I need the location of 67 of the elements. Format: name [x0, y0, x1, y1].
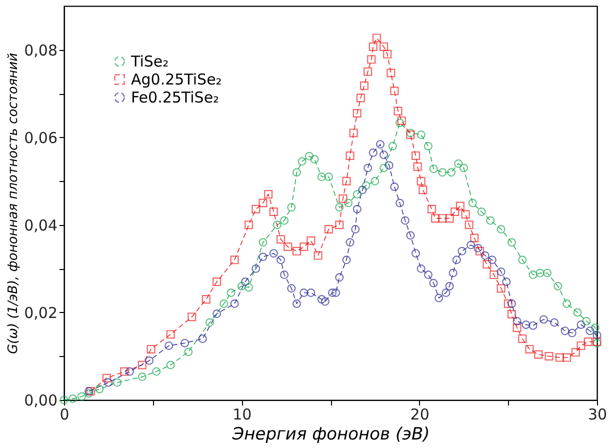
- point: [272, 220, 282, 230]
- point: [573, 308, 582, 317]
- point: [237, 282, 246, 290]
- x-axis-title: Энергия фононов (эВ): [231, 424, 430, 444]
- point: [78, 392, 86, 401]
- point: [562, 299, 572, 308]
- point: [454, 159, 463, 168]
- point: [304, 152, 314, 160]
- y-axis-title: G(ω) (1/эВ), фононная плотность состояний: [6, 52, 22, 354]
- point: [205, 318, 214, 327]
- point: [298, 157, 306, 166]
- point: [518, 256, 527, 264]
- point: [362, 181, 370, 190]
- point: [68, 394, 78, 403]
- legend-label: Fe0.25TiSe₂: [131, 88, 220, 106]
- point: [388, 142, 397, 150]
- legend-label: TiSe₂: [130, 52, 169, 70]
- x-tick-label: 0: [60, 406, 70, 424]
- point: [429, 164, 438, 174]
- point: [317, 172, 326, 181]
- point: [554, 282, 562, 290]
- y-tick-label: 0,02: [24, 304, 58, 322]
- point: [477, 208, 486, 216]
- point: [536, 268, 544, 278]
- point: [486, 216, 495, 225]
- point: [370, 176, 380, 186]
- point: [459, 164, 468, 172]
- point: [416, 130, 426, 139]
- point: [258, 238, 268, 247]
- point: [424, 142, 432, 150]
- point: [152, 367, 161, 376]
- y-tick-label: 0,04: [24, 216, 58, 234]
- point: [496, 225, 506, 234]
- point: [344, 198, 353, 208]
- point: [468, 198, 477, 208]
- point: [310, 154, 319, 164]
- point: [438, 168, 447, 177]
- point: [335, 203, 344, 212]
- point: [287, 203, 296, 212]
- point: [292, 168, 301, 177]
- point: [280, 216, 289, 225]
- point: [582, 316, 591, 326]
- point: [352, 190, 362, 198]
- y-tick-label: 0,06: [24, 128, 58, 147]
- point: [244, 283, 254, 292]
- point: [84, 389, 94, 398]
- point: [138, 372, 146, 382]
- x-tick-label: 20: [410, 406, 430, 424]
- point: [396, 118, 404, 128]
- x-tick-label: 30: [588, 406, 608, 424]
- legend-label: Ag0.25TiSe₂: [131, 70, 222, 88]
- point: [590, 324, 600, 332]
- point: [113, 378, 122, 387]
- x-tick-label: 10: [232, 406, 252, 424]
- point: [447, 168, 456, 177]
- point: [324, 172, 333, 181]
- point: [542, 268, 552, 278]
- y-tick-label: 0,00: [24, 392, 58, 410]
- point: [226, 288, 236, 297]
- point: [95, 384, 104, 394]
- point: [220, 299, 228, 308]
- y-tick-label: 0,08: [24, 41, 58, 60]
- point: [528, 270, 538, 280]
- point: [166, 360, 175, 370]
- point: [380, 164, 388, 172]
- point: [184, 348, 193, 356]
- point: [507, 238, 516, 247]
